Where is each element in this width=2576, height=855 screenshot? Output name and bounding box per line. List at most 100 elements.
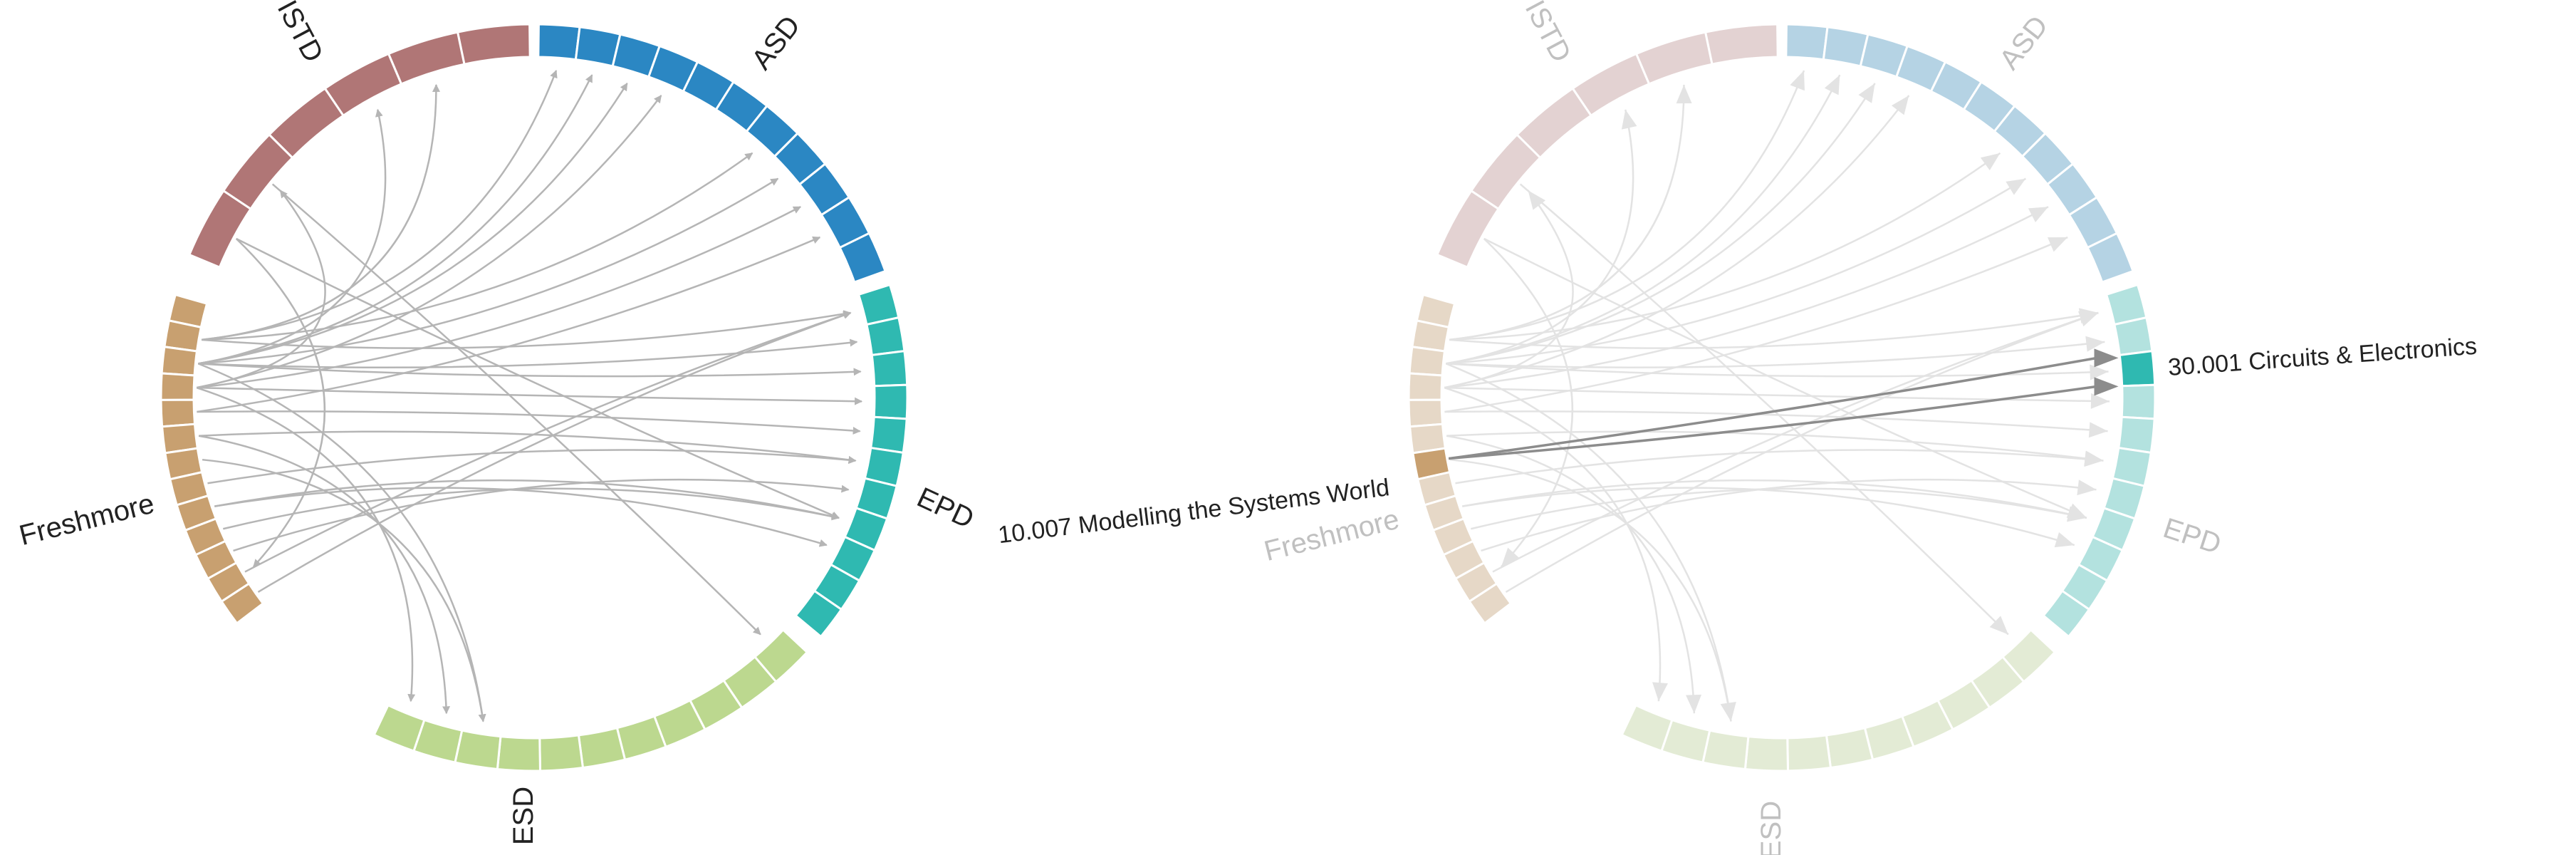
dependency-arrow-25 [202, 458, 486, 722]
dependency-arrowhead-18 [2084, 451, 2104, 467]
course-segment-epd-5[interactable] [2117, 415, 2156, 455]
dependency-arrow-5 [201, 152, 753, 341]
dependency-arrow-16 [1446, 430, 2104, 462]
course-segment-epd-5[interactable] [870, 415, 908, 455]
course-segment-esd-7[interactable] [1786, 734, 1832, 772]
course-segment-esd-7[interactable] [538, 734, 585, 772]
course-segment-asd-11[interactable] [2086, 232, 2134, 284]
dependency-arrow-14 [1444, 386, 2110, 403]
course-segment-epd-11[interactable] [2042, 589, 2091, 638]
course-segment-esd-6[interactable] [577, 726, 627, 770]
dependency-arrow-11 [1444, 190, 1574, 389]
course-segment-esd-9[interactable] [1701, 729, 1750, 771]
course-segment-asd-1[interactable] [1785, 23, 1829, 61]
dependency-arrow-11 [196, 190, 326, 389]
dependency-arrow-13 [1446, 363, 2109, 378]
course-segment-istd-1[interactable] [1704, 23, 1779, 66]
course-segment-asd-1[interactable] [537, 23, 581, 61]
course-segment-istd-2[interactable] [387, 31, 466, 86]
dependency-arrow-13 [198, 363, 862, 378]
dependency-arrow-9 [1449, 85, 1685, 341]
course-segment-esd-11[interactable] [372, 703, 426, 752]
dependency-arrow-14 [197, 386, 863, 405]
group-labels: ISTD ASD EPD ESD Freshmore [16, 0, 979, 845]
chord-diagram-overview: ISTD ASD EPD ESD Freshmore [16, 0, 979, 845]
highlight-arrow-2 [1448, 385, 2097, 460]
dependency-arrow-6 [198, 177, 779, 365]
dependency-arrow-8 [1444, 236, 2068, 413]
course-segment-freshmore-13[interactable] [219, 582, 265, 625]
highlight-arrow-1 [1448, 356, 2097, 460]
dependency-arrowhead-15 [2088, 422, 2108, 438]
course-segment-epd-4[interactable] [872, 383, 909, 420]
course-segment-esd-8[interactable] [496, 735, 542, 772]
dependency-arrowhead-14 [2090, 393, 2110, 409]
course-segment-freshmore-5[interactable] [160, 398, 197, 428]
course-segment-epd-3[interactable] [2118, 349, 2157, 388]
course-segment-freshmore-13[interactable] [1467, 582, 1513, 625]
highlighted-dependency: 10.007 Modelling the Systems World 30.00… [996, 333, 2478, 549]
dependency-arrowhead-30 [1501, 547, 1520, 567]
dependency-arrow-2 [1446, 74, 1841, 365]
dependency-arrow-12 [198, 338, 858, 369]
dependency-arrowhead-2 [1824, 75, 1840, 95]
group-label-istd: ISTD [271, 0, 330, 67]
dependency-arrow-28 [197, 363, 486, 722]
dependency-arrowhead-24 [2078, 311, 2099, 327]
dependency-arrow-21 [1462, 487, 2075, 546]
dependency-arrow-17 [1449, 311, 2099, 349]
dependency-arrow-23 [1492, 311, 2099, 573]
dependency-arrow-17 [201, 310, 852, 349]
dependency-arrow-21 [214, 487, 828, 547]
course-segment-asd-11[interactable] [838, 232, 887, 284]
dependency-arrowhead-3 [1858, 83, 1875, 103]
dependency-arrow-5 [1449, 152, 2001, 341]
course-segment-esd-8[interactable] [1743, 735, 1790, 772]
dependency-arrow-18 [207, 449, 857, 484]
group-label-esd: ESD [1756, 801, 1787, 855]
dependency-arrowhead-10 [1621, 109, 1637, 130]
course-segment-freshmore-3[interactable] [160, 346, 199, 377]
dependency-arrow-12 [1446, 341, 2105, 369]
dependency-arrow-18 [1455, 449, 2104, 484]
dependency-arrow-1 [1449, 70, 1805, 341]
group-label-epd: EPD [912, 482, 979, 535]
course-segment-epd-2[interactable] [865, 316, 906, 357]
course-segment-freshmore-4[interactable] [1407, 372, 1444, 401]
dependency-arrow-10 [198, 108, 387, 365]
dependency-arrow-3 [198, 83, 628, 365]
target-course-label[interactable]: 30.001 Circuits & Electronics [2167, 333, 2478, 381]
course-segment-epd-11[interactable] [794, 589, 843, 638]
course-segment-istd-6[interactable] [187, 189, 253, 269]
dependency-arrow-23 [244, 311, 852, 573]
course-segment-freshmore-4[interactable] [160, 372, 196, 401]
dependency-arrow-31 [1483, 237, 2087, 519]
highlight-arrowhead-1 [2094, 348, 2119, 368]
group-label-epd: EPD [2159, 512, 2225, 560]
dependency-arrow-24 [257, 311, 852, 593]
course-segment-istd-2[interactable] [1634, 31, 1714, 86]
dependency-arrowhead-6 [2006, 178, 2026, 195]
course-segment-epd-2[interactable] [2113, 316, 2154, 357]
dependency-arrowhead-8 [2048, 237, 2068, 252]
course-segment-esd-6[interactable] [1825, 726, 1874, 770]
course-segment-istd-6[interactable] [1435, 189, 1501, 269]
dependency-arrowhead-29 [1989, 616, 2008, 635]
dependency-arrowhead-31 [2066, 503, 2087, 518]
course-segment-esd-11[interactable] [1620, 703, 1674, 752]
dependency-arrow-27 [196, 386, 416, 703]
course-segment-istd-1[interactable] [456, 23, 531, 66]
dependency-arrowhead-28 [1720, 702, 1736, 722]
course-segment-esd-9[interactable] [454, 729, 502, 771]
course-segment-epd-3[interactable] [870, 349, 909, 388]
dependency-arrow-7 [197, 206, 802, 389]
dependency-arrow-7 [1444, 206, 2049, 389]
course-segment-freshmore-5[interactable] [1407, 398, 1444, 428]
course-segment-epd-4[interactable] [2120, 383, 2157, 420]
dependency-arrowhead-7 [2028, 207, 2049, 222]
chord-diagram-selected: ISTD ASD EPD ESD Freshmore 10.007 Modell… [996, 0, 2478, 855]
dependency-arrow-20 [222, 487, 840, 530]
dependency-arrowhead-5 [1980, 152, 2001, 171]
course-segment-freshmore-3[interactable] [1408, 346, 1446, 377]
dependency-arrowhead-27 [1652, 682, 1668, 702]
